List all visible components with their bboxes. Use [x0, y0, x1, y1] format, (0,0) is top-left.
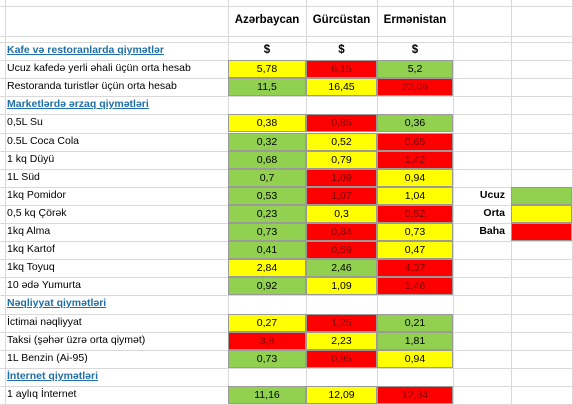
legend-label: Ucuz — [479, 189, 505, 201]
price-cell-az[interactable]: 0,38 — [228, 114, 306, 132]
price-cell-am[interactable]: 5,2 — [377, 60, 453, 78]
row-label[interactable]: 1L Süd — [7, 171, 40, 183]
price-cell-am[interactable]: 22,06 — [377, 78, 453, 96]
currency-header-ge[interactable]: $ — [338, 44, 345, 56]
grid-row-line — [0, 368, 573, 369]
price-cell-ge[interactable]: 0,59 — [306, 241, 377, 259]
price-cell-ge[interactable]: 0,85 — [306, 114, 377, 132]
price-cell-ge[interactable]: 12,09 — [306, 386, 377, 404]
grid-row-line — [0, 36, 573, 37]
section-title[interactable]: Nəqliyyat qiymətləri — [7, 297, 107, 309]
price-cell-az[interactable]: 0,41 — [228, 241, 306, 259]
price-cell-am[interactable]: 1,04 — [377, 187, 453, 205]
column-header-armenia[interactable]: Ermənistan — [383, 14, 447, 26]
price-cell-am[interactable]: 0,47 — [377, 241, 453, 259]
section-title[interactable]: İnternet qiymətləri — [7, 370, 99, 382]
price-cell-ge[interactable]: 2,46 — [306, 259, 377, 277]
row-label[interactable]: Ucuz kafedə yerli əhali üçün orta hesab — [7, 62, 191, 74]
price-cell-az[interactable]: 3,8 — [228, 332, 306, 350]
row-label[interactable]: 1kq Kartof — [7, 243, 55, 255]
column-header-azerbaijan[interactable]: Azərbaycan — [234, 14, 300, 26]
price-cell-ge[interactable]: 1,07 — [306, 187, 377, 205]
grid-column-line — [453, 0, 454, 405]
row-label[interactable]: 1 kq Düyü — [7, 153, 55, 165]
grid-row-line — [0, 6, 573, 7]
price-cell-az[interactable]: 0,68 — [228, 151, 306, 169]
legend-swatch — [511, 205, 572, 223]
price-cell-ge[interactable]: 1,25 — [306, 314, 377, 332]
price-cell-az[interactable]: 0,92 — [228, 277, 306, 295]
price-cell-az[interactable]: 11,5 — [228, 78, 306, 96]
currency-header-az[interactable]: $ — [263, 44, 271, 56]
row-label[interactable]: Restoranda turistlər üçün orta hesab — [7, 80, 177, 92]
price-cell-az[interactable]: 0,23 — [228, 205, 306, 223]
price-cell-am[interactable]: 0,94 — [377, 350, 453, 368]
price-cell-az[interactable]: 2,84 — [228, 259, 306, 277]
price-cell-az[interactable]: 11,16 — [228, 386, 306, 404]
legend-swatch — [511, 187, 572, 205]
row-label[interactable]: 0.5L Coca Cola — [7, 135, 79, 147]
row-label[interactable]: 1 aylıq İnternet — [7, 388, 77, 400]
price-cell-ge[interactable]: 0,95 — [306, 350, 377, 368]
grid-column-line — [5, 0, 6, 405]
price-cell-ge[interactable]: 0,3 — [306, 205, 377, 223]
price-cell-ge[interactable]: 1,09 — [306, 277, 377, 295]
row-label[interactable]: 1L Benzin (Ai-95) — [7, 352, 88, 364]
price-cell-az[interactable]: 0,73 — [228, 223, 306, 241]
row-label[interactable]: 0,5L Su — [7, 116, 43, 128]
price-cell-am[interactable]: 0,94 — [377, 169, 453, 187]
legend-label: Baha — [479, 225, 505, 237]
price-cell-am[interactable]: 4,37 — [377, 259, 453, 277]
price-cell-am[interactable]: 0,52 — [377, 205, 453, 223]
price-cell-am[interactable]: 1,46 — [377, 277, 453, 295]
price-cell-am[interactable]: 0,21 — [377, 314, 453, 332]
row-label[interactable]: 10 ədə Yumurta — [7, 279, 81, 291]
row-label[interactable]: 1kq Toyuq — [7, 261, 55, 273]
price-cell-am[interactable]: 12,34 — [377, 386, 453, 404]
price-cell-am[interactable]: 0,65 — [377, 133, 453, 151]
price-cell-ge[interactable]: 6,15 — [306, 60, 377, 78]
legend-label: Orta — [483, 207, 505, 219]
legend-swatch — [511, 223, 572, 241]
price-cell-az[interactable]: 0,73 — [228, 350, 306, 368]
price-cell-az[interactable]: 0,27 — [228, 314, 306, 332]
price-cell-am[interactable]: 0,73 — [377, 223, 453, 241]
price-cell-am[interactable]: 1,81 — [377, 332, 453, 350]
price-cell-ge[interactable]: 0,84 — [306, 223, 377, 241]
row-label[interactable]: Taksi (şəhər üzrə orta qiymət) — [7, 334, 146, 346]
price-cell-ge[interactable]: 0,79 — [306, 151, 377, 169]
row-label[interactable]: 0,5 kq Çörək — [7, 207, 67, 219]
price-cell-az[interactable]: 0,32 — [228, 133, 306, 151]
section-title[interactable]: Kafe və restoranlarda qiymətlər — [7, 44, 164, 56]
price-cell-az[interactable]: 5,78 — [228, 60, 306, 78]
price-cell-am[interactable]: 0,36 — [377, 114, 453, 132]
grid-row-line — [0, 96, 573, 97]
price-cell-am[interactable]: 1,42 — [377, 151, 453, 169]
price-cell-az[interactable]: 0,53 — [228, 187, 306, 205]
column-header-georgia[interactable]: Gürcüstan — [312, 14, 371, 26]
price-cell-ge[interactable]: 2,23 — [306, 332, 377, 350]
row-label[interactable]: İctimai nəqliyyat — [7, 316, 82, 328]
currency-header-am[interactable]: $ — [411, 44, 419, 56]
price-cell-ge[interactable]: 1,09 — [306, 169, 377, 187]
section-title[interactable]: Marketlərdə ərzaq qiymətləri — [7, 98, 149, 110]
price-cell-ge[interactable]: 0,52 — [306, 133, 377, 151]
grid-row-line — [0, 42, 573, 43]
price-cell-ge[interactable]: 16,45 — [306, 78, 377, 96]
grid-row-line — [0, 295, 573, 296]
row-label[interactable]: 1kq Pomidor — [7, 189, 66, 201]
row-label[interactable]: 1kq Alma — [7, 225, 51, 237]
price-cell-az[interactable]: 0,7 — [228, 169, 306, 187]
